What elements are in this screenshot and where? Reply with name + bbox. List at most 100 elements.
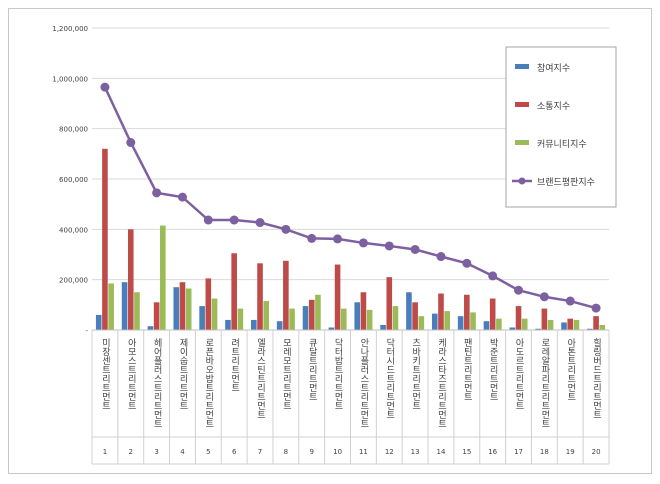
bar-커뮤니티지수-19 xyxy=(573,319,580,330)
bar-소통지수-4 xyxy=(179,282,186,330)
bar-참여지수-15 xyxy=(457,316,464,330)
bar-커뮤니티지수-10 xyxy=(340,308,347,330)
bar-커뮤니티지수-17 xyxy=(521,318,528,330)
rank-label: 9 xyxy=(309,448,313,456)
bar-소통지수-20 xyxy=(593,316,599,330)
point-브랜드평판지수-2 xyxy=(126,138,136,148)
bar-소통지수-17 xyxy=(515,306,522,330)
bar-소통지수-1 xyxy=(102,148,108,330)
bar-소통지수-9 xyxy=(308,299,315,330)
bar-참여지수-8 xyxy=(276,321,283,330)
category-label: 제이숩트리트먼트 xyxy=(177,338,187,410)
rank-label: 8 xyxy=(284,448,288,456)
rank-label: 18 xyxy=(540,448,549,456)
point-브랜드평판지수-3 xyxy=(152,188,162,198)
category-label: 안나플러스트리트먼트 xyxy=(358,338,368,428)
bar-참여지수-18 xyxy=(535,328,541,330)
legend-swatch-소통지수 xyxy=(515,102,529,107)
bar-참여지수-7 xyxy=(251,319,257,330)
y-tick-label: 1,200,000 xyxy=(52,25,88,33)
bar-참여지수-16 xyxy=(483,321,490,330)
bar-소통지수-16 xyxy=(489,298,496,330)
point-브랜드평판지수-4 xyxy=(177,192,187,202)
legend-label-참여지수: 참여지수 xyxy=(537,62,570,74)
legend-label-커뮤니티지수: 커뮤니티지수 xyxy=(537,139,587,150)
y-axis: - 200,000 400,000 600,000 800,000 1,000,000 1,… xyxy=(52,25,88,335)
bar-커뮤니티지수-13 xyxy=(418,316,425,330)
point-브랜드평판지수-13 xyxy=(410,244,420,254)
rank-label: 7 xyxy=(258,448,262,456)
point-브랜드평판지수-18 xyxy=(539,292,549,302)
point-브랜드평판지수-8 xyxy=(281,224,291,234)
y-tick-label: 200,000 xyxy=(59,277,88,285)
bar-커뮤니티지수-9 xyxy=(315,294,321,330)
bar-참여지수-12 xyxy=(380,324,386,330)
rank-label: 5 xyxy=(206,448,210,456)
bar-커뮤니티지수-18 xyxy=(547,319,554,330)
brand-reputation-chart: - 200,000 400,000 600,000 800,000 1,000,000 1,… xyxy=(52,25,617,465)
category-label: 엘라스틴트리트먼트 xyxy=(255,338,265,419)
category-label: 케라스타즈트리트먼트 xyxy=(436,338,446,428)
rank-label: 12 xyxy=(385,448,394,456)
category-label: 아톤트리트먼트 xyxy=(565,338,575,401)
category-label: 힐링버드트리트먼트 xyxy=(591,337,601,419)
rank-label: 20 xyxy=(592,448,601,456)
bar-소통지수-7 xyxy=(257,263,263,330)
legend-marker-브랜드평판지수 xyxy=(518,177,526,185)
bar-참여지수-17 xyxy=(509,327,516,330)
category-label: 아도르트리트먼트 xyxy=(514,338,524,410)
bar-커뮤니티지수-16 xyxy=(496,318,502,330)
bar-참여지수-5 xyxy=(199,306,205,330)
bar-커뮤니티지수-2 xyxy=(134,292,140,330)
rank-label: 16 xyxy=(488,448,497,456)
point-브랜드평판지수-10 xyxy=(333,234,343,244)
bar-소통지수-19 xyxy=(567,318,574,330)
rank-label: 17 xyxy=(514,448,523,456)
rank-label: 2 xyxy=(129,448,133,456)
legend-label-소통지수: 소통지수 xyxy=(537,101,570,112)
rank-label: 3 xyxy=(154,448,158,456)
bar-소통지수-14 xyxy=(438,293,444,330)
bar-커뮤니티지수-12 xyxy=(392,306,399,330)
bar-소통지수-6 xyxy=(231,253,237,330)
bar-참여지수-20 xyxy=(587,328,593,330)
category-label: 팬틴트리트먼트 xyxy=(462,338,472,401)
point-브랜드평판지수-5 xyxy=(203,215,213,225)
point-브랜드평판지수-14 xyxy=(436,252,446,262)
legend-swatch-참여지수 xyxy=(515,64,529,69)
category-label: 닥터밥트리트먼트 xyxy=(333,338,343,410)
bar-참여지수-10 xyxy=(328,327,335,330)
bar-소통지수-8 xyxy=(283,260,289,330)
category-label: 큐달트리트먼트 xyxy=(307,338,317,401)
bar-커뮤니티지수-14 xyxy=(444,311,450,330)
y-tick-label: 1,000,000 xyxy=(52,75,88,83)
bar-커뮤니티지수-3 xyxy=(160,225,166,330)
x-axis: 미장센트리트먼트 아모스트리트먼트 헤어플러스트리트먼트 제이숩트리트먼트 로픈바오밥트… xyxy=(91,329,610,465)
bar-커뮤니티지수-7 xyxy=(263,301,270,330)
bar-참여지수-19 xyxy=(561,322,567,330)
rank-label: 13 xyxy=(411,448,420,456)
rank-label: 14 xyxy=(437,448,446,456)
point-브랜드평판지수-17 xyxy=(514,285,524,295)
point-브랜드평판지수-11 xyxy=(358,238,368,248)
category-label: 려트리트먼트 xyxy=(229,338,239,392)
category-label: 닥터시드트리트먼트 xyxy=(384,338,394,419)
bar-소통지수-13 xyxy=(412,302,418,330)
bar-소통지수-15 xyxy=(464,294,470,330)
y-tick-label: 600,000 xyxy=(59,176,88,184)
point-브랜드평판지수-9 xyxy=(307,233,317,243)
bar-커뮤니티지수-4 xyxy=(185,288,192,330)
point-브랜드평판지수-7 xyxy=(255,218,265,228)
y-tick-label: - xyxy=(85,327,88,335)
category-label: 아모스트리트먼트 xyxy=(126,338,136,410)
rank-label: 19 xyxy=(566,448,575,456)
bar-소통지수-12 xyxy=(386,277,393,330)
rank-label: 15 xyxy=(462,448,471,456)
bar-참여지수-9 xyxy=(302,306,309,330)
bar-커뮤니티지수-6 xyxy=(237,308,244,330)
bar-커뮤니티지수-1 xyxy=(108,283,114,330)
line-브랜드평판지수 xyxy=(103,86,597,310)
bar-참여지수-1 xyxy=(95,314,102,330)
category-label: 로픈바오밥트리트먼트 xyxy=(203,338,213,428)
